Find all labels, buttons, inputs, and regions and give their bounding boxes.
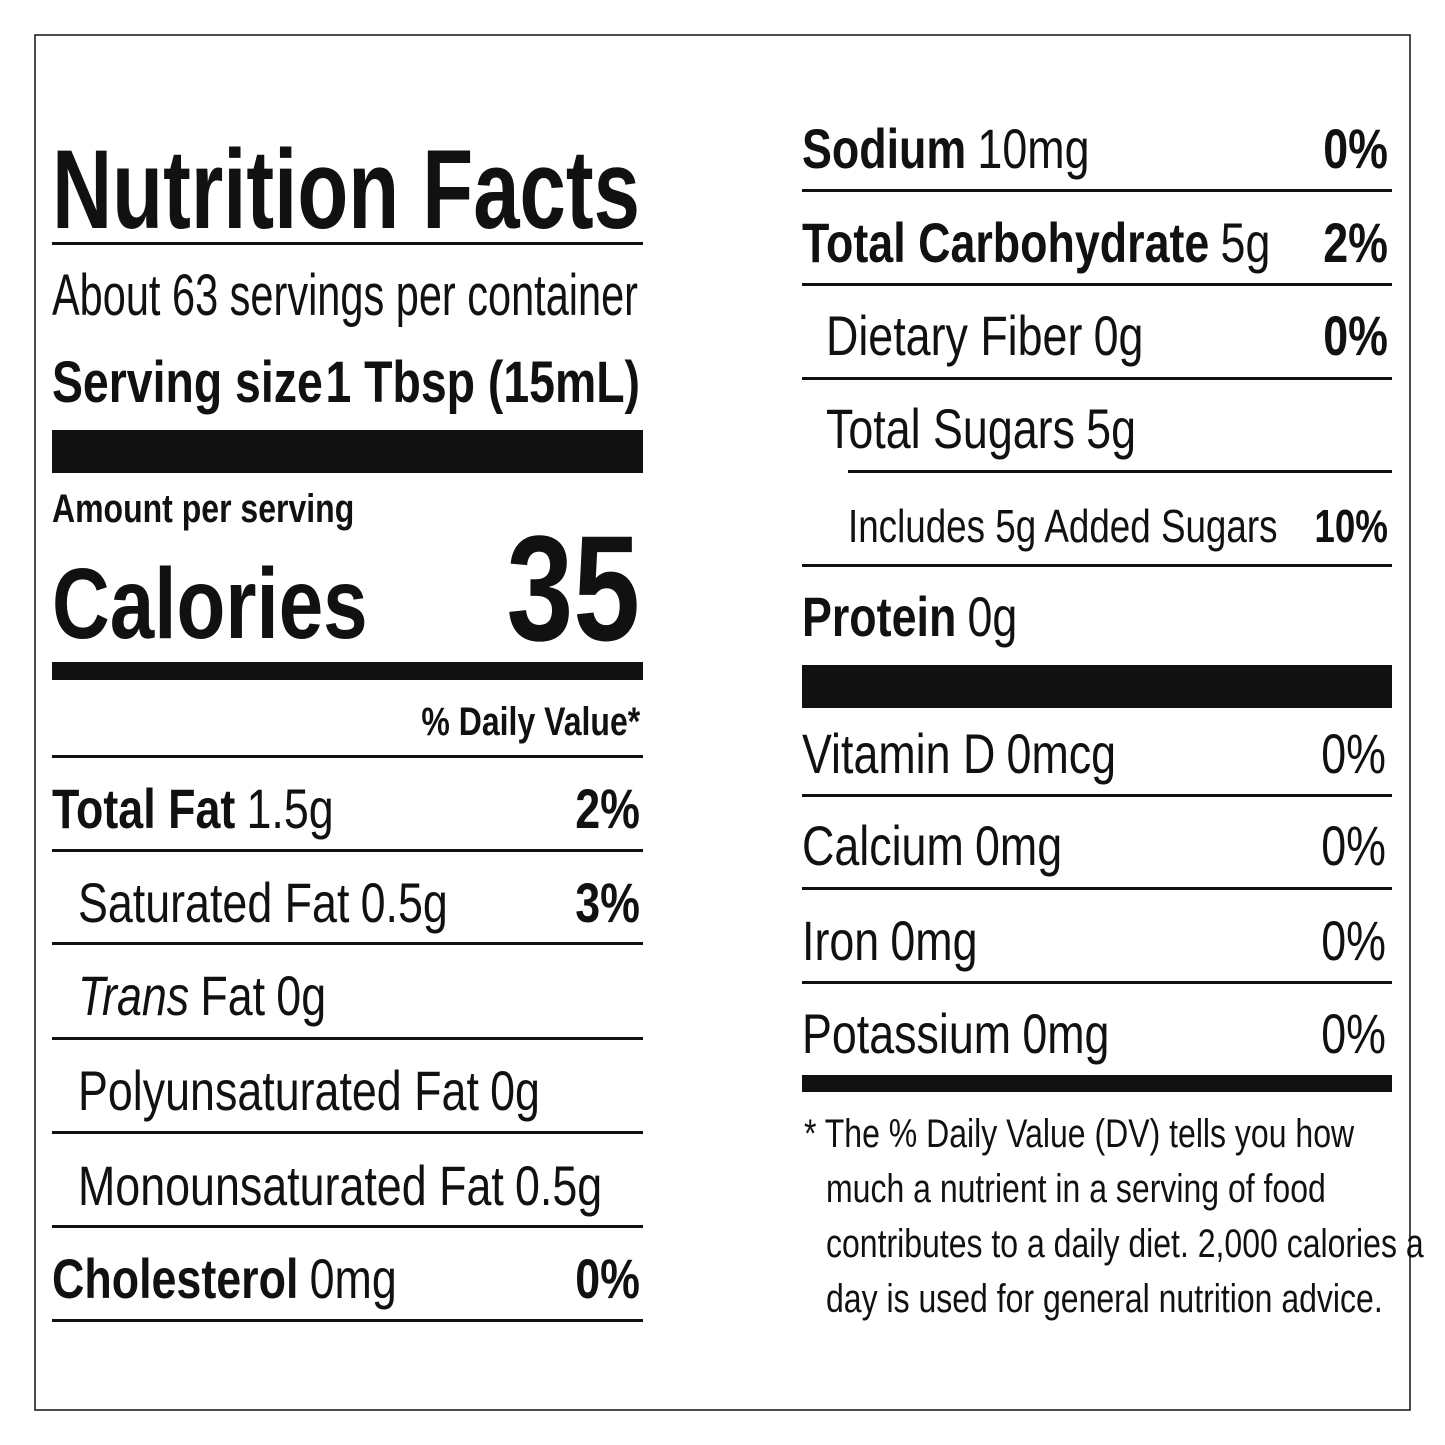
nutrient-amount: 0g [276,964,326,1027]
footnote-line: day is used for general nutrition advice… [826,1276,1383,1321]
rule [802,189,1392,192]
nutrient: Total Fat 1.5g [52,777,334,840]
thick-bar [52,430,643,473]
vitamin-dv: 0% [1321,814,1386,877]
vitamin-name: Iron [802,909,879,972]
nutrient-name: Total Fat [52,777,235,840]
rule [52,942,643,945]
nutrient: Total Carbohydrate 5g [802,211,1270,274]
nutrient-name: Saturated Fat [78,871,349,934]
frame [34,34,1411,1411]
calories-label: Calories [52,549,368,661]
nutrient-amount: 0g [1094,304,1144,367]
vitamin: Potassium 0mg [802,1002,1109,1065]
nutrient-name: Polyunsaturated Fat [78,1059,479,1122]
rule [848,470,1392,473]
vitamin-name: Vitamin D [802,722,995,785]
nutrient-dv: 10% [1314,500,1388,552]
vitamin-amount: 0mg [890,909,977,972]
rule [52,1131,643,1134]
serving-size-value: 1 Tbsp (15mL) [325,350,640,415]
medium-bar [802,1075,1392,1092]
rule [802,564,1392,567]
vitamin: Calcium 0mg [802,814,1062,877]
nutrient-name: Fat [200,964,265,1027]
vitamin: Iron 0mg [802,909,978,972]
rule [802,887,1392,890]
nutrient-name: Includes 5g Added Sugars [848,500,1278,552]
nutrient-dv: 2% [1323,211,1388,274]
nutrient-name: Total Sugars [826,397,1075,460]
nutrient-amount: 1.5g [247,777,334,840]
vitamin-amount: 0mcg [1007,722,1117,785]
vitamin: Vitamin D 0mcg [802,722,1116,785]
nutrient-prefix: Trans [78,964,189,1027]
vitamin-amount: 0mg [1022,1002,1109,1065]
nutrient-dv: 0% [575,1247,640,1310]
nutrient: Monounsaturated Fat 0.5g [78,1154,602,1217]
calories-value: 35 [507,504,640,672]
thick-bar [802,665,1392,708]
nutrient-name: Monounsaturated Fat [78,1154,504,1217]
rule [52,1319,643,1322]
vitamin-name: Calcium [802,814,964,877]
nutrient-name: Sodium [802,117,966,180]
vitamin-dv: 0% [1321,1002,1386,1065]
rule [802,283,1392,286]
amount-per-serving: Amount per serving [52,486,354,531]
footnote-line: much a nutrient in a serving of food [826,1166,1326,1211]
nutrient: Polyunsaturated Fat 0g [78,1059,540,1122]
serving-size-label: Serving size [52,350,323,415]
vitamin-dv: 0% [1321,909,1386,972]
rule [802,794,1392,797]
nutrient-amount: 0g [490,1059,540,1122]
nutrient-amount: 0mg [310,1247,397,1310]
servings: About 63 servings per container [52,263,638,328]
nutrient: Protein 0g [802,585,1017,648]
nutrient-amount: 10mg [977,117,1089,180]
nutrient-name: Cholesterol [52,1247,298,1310]
nutrient-name: Total Carbohydrate [802,211,1209,274]
medium-bar [52,662,643,680]
rule [52,849,643,852]
nutrient-amount: 0g [968,585,1018,648]
rule [52,1037,643,1040]
rule [52,1225,643,1228]
footnote-line: * The % Daily Value (DV) tells you how [804,1111,1355,1156]
nutrient: Sodium 10mg [802,117,1089,180]
rule [802,981,1392,984]
nutrient-amount: 0.5g [515,1154,602,1217]
nutrient: Saturated Fat 0.5g [78,871,448,934]
nutrient-dv: 0% [1323,304,1388,367]
vitamin-dv: 0% [1321,722,1386,785]
footnote-line: contributes to a daily diet. 2,000 calor… [826,1221,1424,1266]
nutrient: Cholesterol 0mg [52,1247,397,1310]
nutrient-amount: 0.5g [361,871,448,934]
nutrient: Trans Fat 0g [78,964,326,1027]
nutrient-amount: 5g [1221,211,1271,274]
rule [52,242,643,245]
rule [802,377,1392,380]
nutrient: Dietary Fiber 0g [826,304,1143,367]
nutrient-amount: 5g [1086,397,1136,460]
rule [52,755,643,758]
dv-header: % Daily Value* [421,699,641,744]
vitamin-amount: 0mg [975,814,1062,877]
nutrient: Total Sugars 5g [826,397,1136,460]
nutrient-dv: 2% [575,777,640,840]
vitamin-name: Potassium [802,1002,1011,1065]
title: Nutrition Facts [52,127,640,252]
nutrient-dv: 3% [575,871,640,934]
nutrient-name: Dietary Fiber [826,304,1082,367]
nutrient-name: Protein [802,585,956,648]
nutrient-dv: 0% [1323,117,1388,180]
